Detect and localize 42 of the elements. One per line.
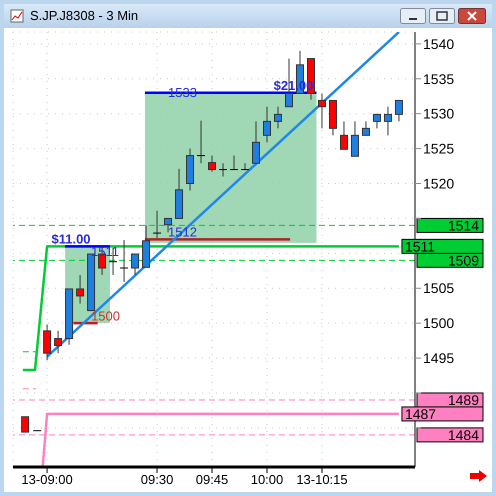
y-tick-label: 1495 xyxy=(423,350,454,366)
ref-line-label: 1489 xyxy=(448,392,480,408)
candlestick xyxy=(394,100,403,122)
candlestick xyxy=(384,106,392,136)
candlestick xyxy=(152,210,162,238)
data-label: 1487 xyxy=(404,406,436,422)
candlestick xyxy=(350,120,359,157)
candlestick xyxy=(43,324,52,361)
candlestick xyxy=(120,240,129,282)
ref-line-label: 1484 xyxy=(448,426,480,443)
candlestick xyxy=(318,92,326,129)
y-tick-label: 1500 xyxy=(423,315,454,332)
candlestick xyxy=(372,114,381,129)
candlestick xyxy=(208,155,216,172)
candlestick xyxy=(196,120,206,164)
candlestick xyxy=(274,106,282,129)
candlestick xyxy=(230,155,239,170)
y-tick-label: 1540 xyxy=(423,36,454,52)
y-tick-label: 1520 xyxy=(423,175,454,192)
chart-title: S.JP.J8308 - 3 Min xyxy=(30,8,138,23)
candlestick xyxy=(131,254,140,276)
candlestick xyxy=(252,120,260,164)
y-tick-label: 1525 xyxy=(423,140,454,157)
y-tick-label: 1530 xyxy=(423,106,454,122)
x-tick-label: 10:00 xyxy=(250,472,284,488)
candlestick xyxy=(54,330,62,354)
candlestick xyxy=(340,120,348,150)
candlestick xyxy=(362,120,370,136)
y-tick-label: 1535 xyxy=(423,70,454,87)
x-tick-label: 09:30 xyxy=(140,472,174,488)
y-tick-label: 1505 xyxy=(423,280,454,296)
annotation: $11.00 xyxy=(51,232,91,247)
candlestick xyxy=(21,416,30,433)
x-tick-label: 09:45 xyxy=(196,472,228,488)
x-tick-label: 13-09:00 xyxy=(21,472,73,488)
candlestick xyxy=(76,274,84,304)
data-label: 1511 xyxy=(404,238,436,254)
candlestick xyxy=(218,162,228,178)
ref-line-label: 1509 xyxy=(448,252,480,268)
candlestick xyxy=(263,106,271,143)
ref-line-label: 1514 xyxy=(448,217,480,234)
x-tick-label: 13-10:15 xyxy=(296,472,348,488)
